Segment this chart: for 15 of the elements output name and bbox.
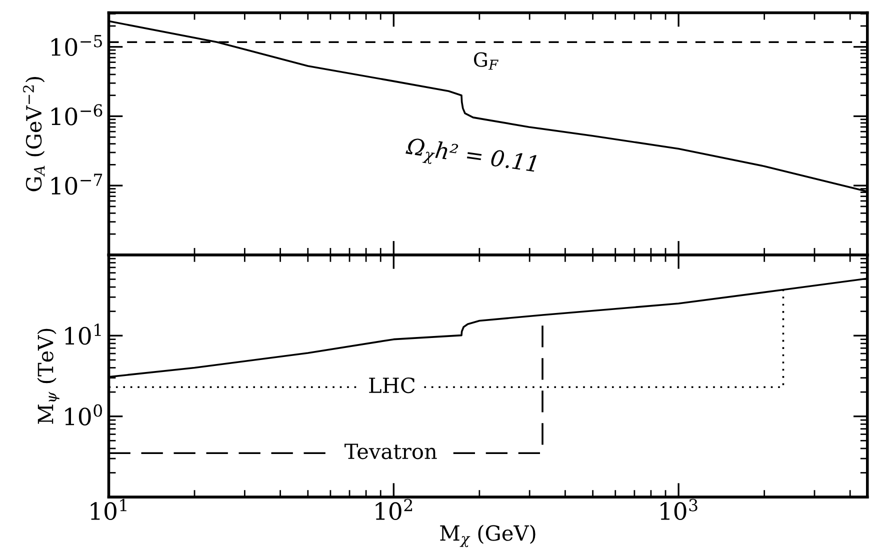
x-tick-label: 10$^{2}$ [376, 498, 412, 520]
x-tick-label: 10$^{3}$ [660, 498, 698, 520]
annotation: Ω$_{χ}$h² = 0.11 [404, 136, 537, 178]
series-label: LHC [369, 377, 415, 394]
ref-line-label: G$_{F}$ [474, 52, 498, 70]
y-axis-title: G$_{A}$ (GeV$^{−2}$) [22, 77, 45, 192]
y-axis-title: M$_{ψ}$ (TeV) [37, 328, 60, 424]
y-tick-label: 10$^{−6}$ [52, 104, 102, 126]
y-tick-label: 10$^{0}$ [65, 404, 102, 426]
y-tick-label: 10$^{−5}$ [52, 35, 102, 56]
y-tick-label: 10$^{1}$ [65, 324, 101, 345]
x-axis-title: M$_{χ}$ (GeV) [440, 524, 536, 548]
x-tick-label: 10$^{1}$ [90, 498, 126, 520]
y-tick-label: 10$^{−7}$ [52, 174, 102, 195]
series-label: Tevatron [344, 444, 437, 460]
